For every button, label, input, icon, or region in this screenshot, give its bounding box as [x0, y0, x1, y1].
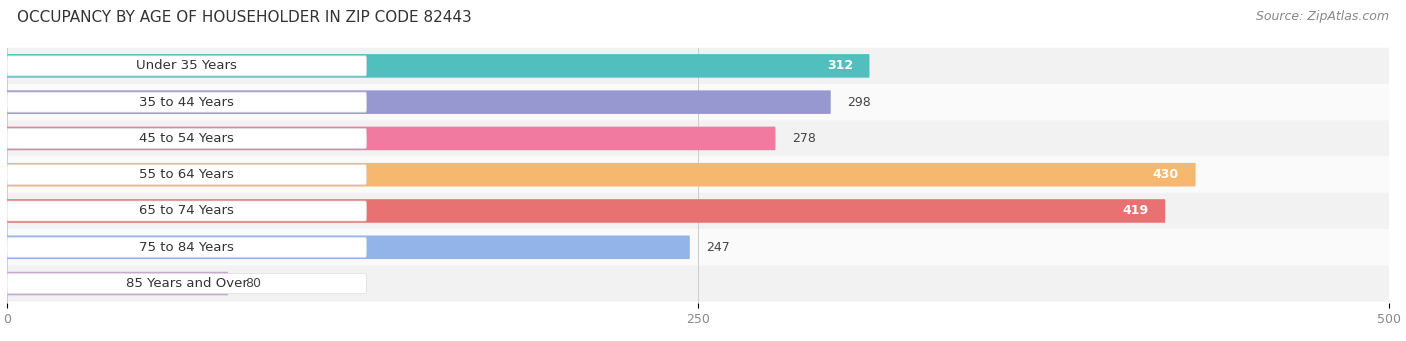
FancyBboxPatch shape	[7, 127, 776, 150]
Text: 247: 247	[706, 241, 730, 254]
Text: 35 to 44 Years: 35 to 44 Years	[139, 96, 235, 109]
FancyBboxPatch shape	[7, 236, 690, 259]
Text: 430: 430	[1153, 168, 1180, 181]
Text: OCCUPANCY BY AGE OF HOUSEHOLDER IN ZIP CODE 82443: OCCUPANCY BY AGE OF HOUSEHOLDER IN ZIP C…	[17, 10, 471, 25]
Text: 312: 312	[827, 59, 853, 72]
FancyBboxPatch shape	[7, 56, 367, 76]
Text: 80: 80	[245, 277, 260, 290]
FancyBboxPatch shape	[7, 237, 367, 257]
FancyBboxPatch shape	[7, 229, 1389, 265]
FancyBboxPatch shape	[7, 84, 1389, 120]
FancyBboxPatch shape	[7, 90, 831, 114]
Text: 85 Years and Over: 85 Years and Over	[125, 277, 247, 290]
FancyBboxPatch shape	[7, 201, 367, 221]
Text: 65 to 74 Years: 65 to 74 Years	[139, 205, 235, 218]
FancyBboxPatch shape	[7, 265, 1389, 302]
Text: 298: 298	[848, 96, 872, 109]
Text: Source: ZipAtlas.com: Source: ZipAtlas.com	[1256, 10, 1389, 23]
FancyBboxPatch shape	[7, 193, 1389, 229]
FancyBboxPatch shape	[7, 163, 1195, 187]
FancyBboxPatch shape	[7, 92, 367, 112]
FancyBboxPatch shape	[7, 157, 1389, 193]
Text: 55 to 64 Years: 55 to 64 Years	[139, 168, 235, 181]
FancyBboxPatch shape	[7, 273, 367, 294]
FancyBboxPatch shape	[7, 120, 1389, 157]
FancyBboxPatch shape	[7, 48, 1389, 84]
FancyBboxPatch shape	[7, 199, 1166, 223]
Text: 75 to 84 Years: 75 to 84 Years	[139, 241, 235, 254]
Text: 278: 278	[792, 132, 815, 145]
Text: Under 35 Years: Under 35 Years	[136, 59, 238, 72]
FancyBboxPatch shape	[7, 129, 367, 148]
FancyBboxPatch shape	[7, 54, 869, 78]
FancyBboxPatch shape	[7, 165, 367, 185]
Text: 45 to 54 Years: 45 to 54 Years	[139, 132, 235, 145]
Text: 419: 419	[1122, 205, 1149, 218]
FancyBboxPatch shape	[7, 272, 228, 295]
